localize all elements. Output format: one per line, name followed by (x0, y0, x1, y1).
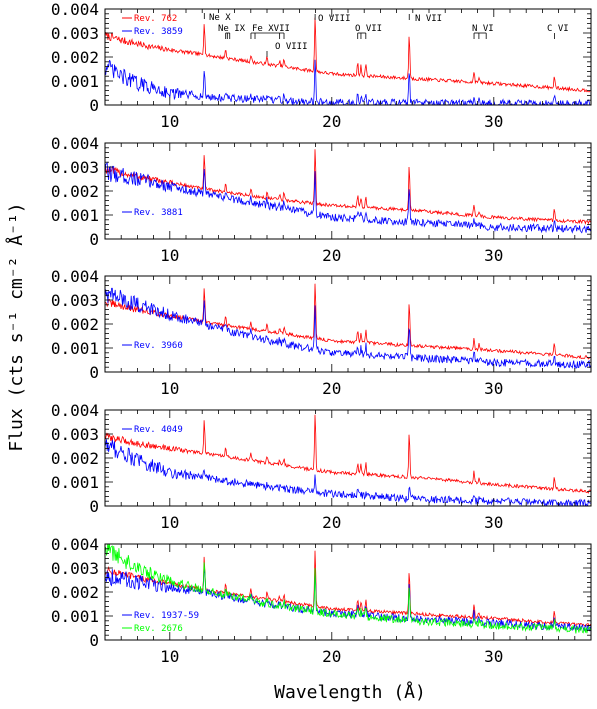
series-line (105, 149, 591, 225)
panel-data (105, 149, 591, 234)
series-line (105, 161, 591, 234)
y-tick-label: 0.002 (51, 449, 99, 468)
y-tick-label: 0 (89, 230, 99, 249)
x-tick-label: 30 (484, 246, 503, 265)
legend-label: Rev. 3859 (134, 27, 183, 37)
series-line (105, 59, 591, 105)
y-tick-label: 0.003 (51, 158, 99, 177)
x-tick-label: 30 (484, 379, 503, 398)
legend-label: Rev. 1937-59 (134, 611, 199, 621)
series-line (105, 569, 591, 632)
y-tick-label: 0.001 (51, 339, 99, 358)
x-tick-label: 10 (160, 112, 179, 131)
y-tick-label: 0.003 (51, 291, 99, 310)
ion-label: O VIII (318, 14, 351, 24)
legend-label: Rev. 3881 (134, 208, 183, 218)
y-tick-label: 0.003 (51, 425, 99, 444)
x-tick-label: 30 (484, 112, 503, 131)
x-tick-label: 30 (484, 513, 503, 532)
x-tick-label: 20 (322, 379, 341, 398)
y-tick-label: 0.002 (51, 182, 99, 201)
ion-label: O VII (355, 24, 382, 34)
y-tick-label: 0.001 (51, 607, 99, 626)
y-tick-label: 0.001 (51, 72, 99, 91)
x-axis-label: Wavelength (Å) (274, 681, 426, 703)
y-tick-label: 0.004 (51, 134, 99, 153)
series-line (105, 287, 591, 369)
panel-2: 10 20 30 0 0.001 0.002 0.003 0.004 Rev. 3881 (51, 134, 592, 265)
legend-label: Rev. 2676 (134, 624, 183, 634)
x-tick-label: 20 (322, 647, 341, 666)
y-tick-label: 0.002 (51, 583, 99, 602)
y-tick-label: 0.004 (51, 535, 99, 554)
ion-label: O VIII (275, 42, 308, 52)
ion-label: N VII (415, 14, 442, 24)
ion-label: C VI (547, 24, 569, 34)
legend-label: Rev. 4049 (134, 425, 183, 435)
x-tick-label: 10 (160, 647, 179, 666)
panel-frame (104, 142, 592, 240)
x-tick-label: 20 (322, 112, 341, 131)
y-tick-label: 0 (89, 497, 99, 516)
y-tick-label: 0 (89, 631, 99, 650)
y-axis-label: Flux (cts s⁻¹ cm⁻² Å⁻¹) (5, 202, 27, 451)
y-tick-label: 0.004 (51, 401, 99, 420)
y-tick-label: 0 (89, 363, 99, 382)
y-tick-label: 0.002 (51, 315, 99, 334)
x-tick-label: 10 (160, 246, 179, 265)
series-line (105, 17, 591, 93)
panel-frame (104, 275, 592, 373)
ion-label: Ne X (209, 13, 231, 23)
y-tick-label: 0.002 (51, 48, 99, 67)
x-tick-label: 20 (322, 246, 341, 265)
x-tick-label: 10 (160, 379, 179, 398)
panel-5: 10 20 30 0 0.001 0.002 0.003 0.004 Rev. 1937-59 R… (51, 535, 592, 666)
ion-label: Ne IX (218, 24, 246, 34)
panel-data (105, 283, 591, 369)
legend-label: Rev. 3960 (134, 341, 183, 351)
series-line (105, 544, 591, 634)
y-tick-label: 0.004 (51, 0, 99, 19)
x-tick-label: 20 (322, 513, 341, 532)
y-tick-label: 0.001 (51, 473, 99, 492)
panel-3: 10 20 30 0 0.001 0.002 0.003 0.004 Rev. 3960 (51, 267, 592, 398)
y-tick-label: 0.001 (51, 206, 99, 225)
y-tick-label: 0 (89, 96, 99, 115)
panel-data (105, 544, 591, 634)
legend-label: Rev. 762 (134, 14, 177, 24)
x-tick-label: 10 (160, 513, 179, 532)
panel-1: 10 20 30 0 0.001 0.002 0.003 0.004 Rev. 762 Rev. … (51, 0, 592, 131)
ion-label: N VI (472, 24, 494, 34)
y-tick-label: 0.003 (51, 559, 99, 578)
series-line (105, 414, 591, 494)
y-tick-label: 0.003 (51, 24, 99, 43)
y-tick-label: 0.004 (51, 267, 99, 286)
x-tick-label: 30 (484, 647, 503, 666)
panel-4: 10 20 30 0 0.001 0.002 0.003 0.004 Rev. 4049 (51, 401, 592, 532)
ion-label: Fe XVII (252, 24, 290, 34)
